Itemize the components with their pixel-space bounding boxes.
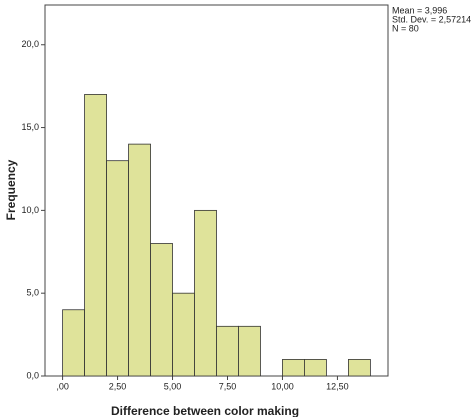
stats-annotation: Mean = 3,996 — [392, 5, 447, 15]
y-tick-label: 15,0 — [21, 122, 39, 132]
bar — [128, 143, 151, 377]
x-tick-label: ,00 — [56, 381, 69, 391]
bar — [348, 359, 371, 377]
bar — [84, 94, 107, 377]
y-tick-label: 10,0 — [21, 205, 39, 215]
x-tick-label: 2,50 — [109, 381, 127, 391]
bar — [106, 160, 129, 377]
x-tick-label: 7,50 — [219, 381, 237, 391]
bar — [216, 325, 239, 377]
bar — [238, 325, 261, 377]
stats-annotation: N = 80 — [392, 23, 419, 33]
y-tick-label: 5,0 — [26, 288, 39, 298]
x-tick-label: 10,00 — [271, 381, 294, 391]
x-axis-title: Difference between color making — [111, 404, 299, 417]
bar — [194, 209, 217, 377]
bar — [62, 309, 85, 377]
stats-annotation: Std. Dev. = 2,57214 — [392, 14, 471, 24]
y-tick-label: 20,0 — [21, 39, 39, 49]
x-tick-label: 12,50 — [326, 381, 349, 391]
x-tick-label: 5,00 — [164, 381, 182, 391]
bar — [282, 359, 305, 377]
y-tick-label: 0,0 — [26, 370, 39, 380]
y-axis-title: Frequency — [4, 159, 18, 220]
bar — [172, 292, 195, 377]
bar — [150, 243, 173, 377]
bar — [304, 359, 327, 377]
